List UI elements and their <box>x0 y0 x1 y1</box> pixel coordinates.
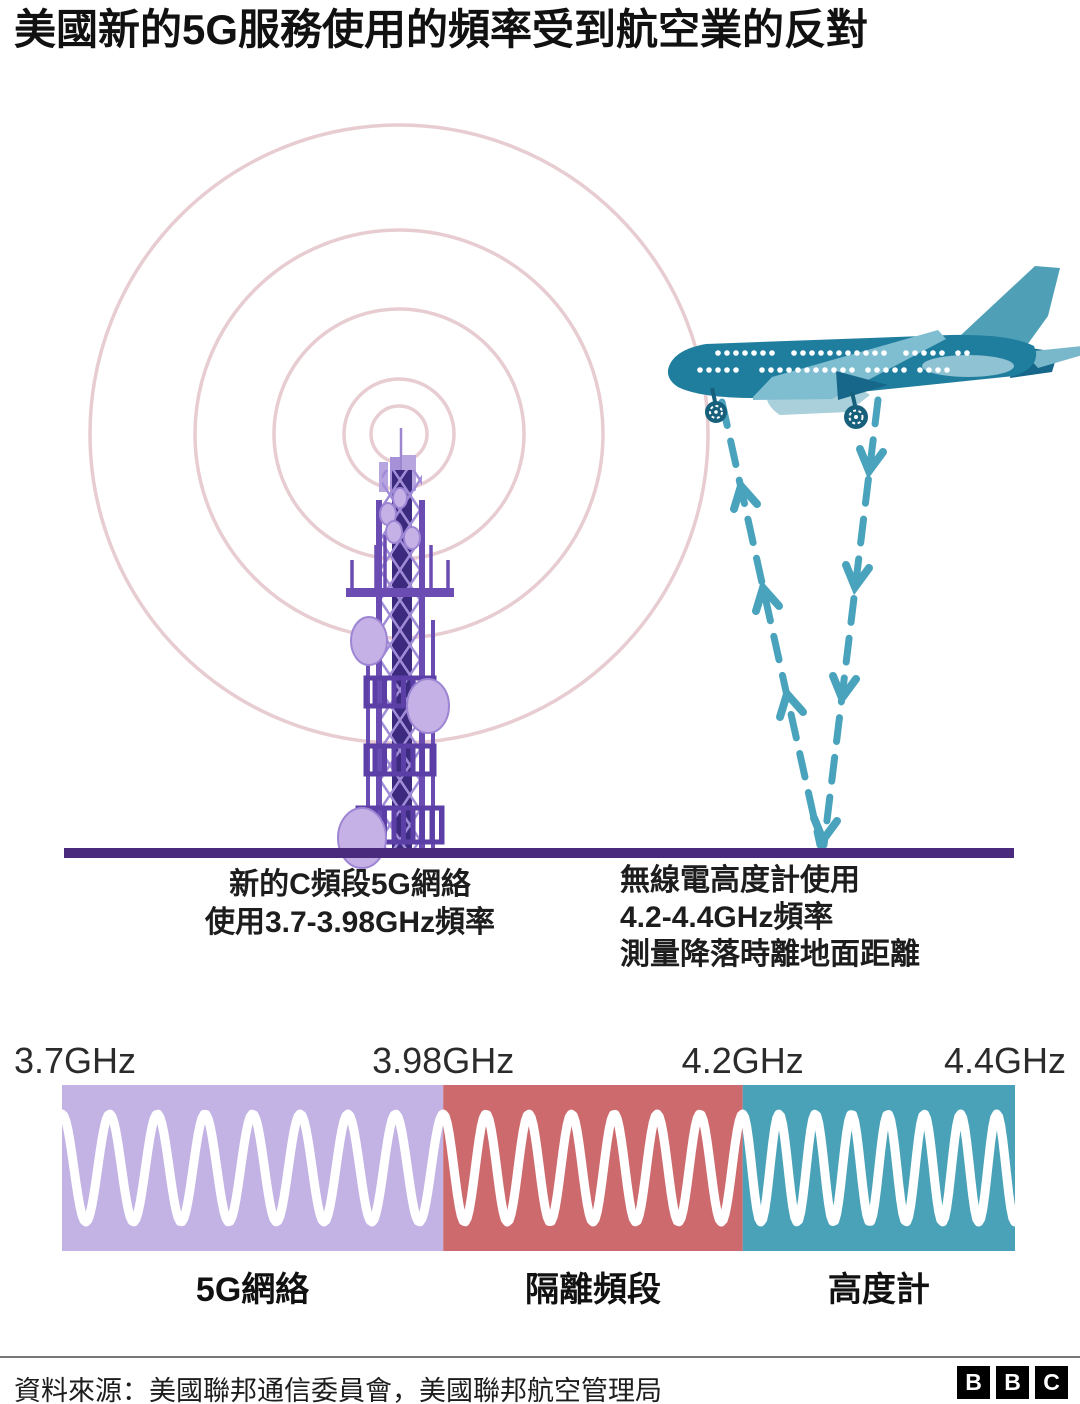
frequency-tick-3: 4.4GHz <box>943 1040 1066 1081</box>
altimeter-caption: 無線電高度計使用 4.2-4.4GHz頻率 測量降落時離地面距離 <box>620 862 1040 973</box>
bbc-logo-letter: B <box>957 1366 990 1399</box>
wing <box>753 330 946 400</box>
sine-wave-0 <box>57 1109 447 1227</box>
page-title: 美國新的5G服務使用的頻率受到航空業的反對 <box>14 6 869 53</box>
down-arrow-icon <box>810 445 887 849</box>
flap <box>836 371 888 400</box>
ground-line <box>64 848 1014 858</box>
tower-caption: 新的C頻段5G網絡 使用3.7-3.98GHz頻率 <box>148 866 552 942</box>
up-arrow-icon <box>730 478 807 721</box>
tower-cage <box>363 743 437 777</box>
landing-gear <box>705 387 868 429</box>
bbc-logo-letter: C <box>1035 1366 1068 1399</box>
frequency-tick-0: 3.7GHz <box>14 1040 137 1081</box>
altimeter-beam-up <box>718 398 824 849</box>
frequency-tick-2: 4.2GHz <box>681 1040 804 1081</box>
tower-rail <box>431 620 435 850</box>
altimeter-caption-line3: 測量降落時離地面距離 <box>620 938 920 971</box>
altimeter-beam-down <box>820 396 882 849</box>
source-attribution: 資料來源：美國聯邦通信委員會，美國聯邦航空管理局 <box>14 1376 662 1404</box>
tail-stabilizer <box>1024 346 1080 368</box>
altimeter-caption-line1: 無線電高度計使用 <box>620 864 860 897</box>
tail-fin <box>946 266 1060 352</box>
plane-windows <box>697 350 970 373</box>
tower-rail <box>366 620 370 850</box>
rear-fairing <box>922 355 1014 377</box>
tower-rail <box>376 500 382 850</box>
altimeter-caption-line2: 4.2-4.4GHz頻率 <box>620 901 834 934</box>
frequency-spectrum-bar <box>57 1085 1020 1251</box>
tower-caption-line2: 使用3.7-3.98GHz頻率 <box>204 906 496 939</box>
tower-rail <box>419 500 425 850</box>
altimeter-beams <box>718 396 887 849</box>
cell-tower-icon <box>337 428 454 869</box>
tower-caption-line1: 新的C頻段5G網絡 <box>229 868 471 901</box>
band-label-2: 高度計 <box>827 1271 930 1309</box>
band-label-1: 隔離頻段 <box>524 1271 661 1309</box>
tower-antenna-sticks <box>350 535 450 590</box>
band-label-0: 5G網絡 <box>195 1271 310 1309</box>
sine-wave-1 <box>438 1109 746 1227</box>
bbc-logo-letter: B <box>996 1366 1029 1399</box>
sine-wave-2 <box>738 1109 1020 1227</box>
frequency-tick-1: 3.98GHz <box>372 1040 515 1081</box>
tower-dishes <box>337 487 450 869</box>
airplane-icon <box>667 266 1080 429</box>
tower-platform <box>346 588 454 597</box>
